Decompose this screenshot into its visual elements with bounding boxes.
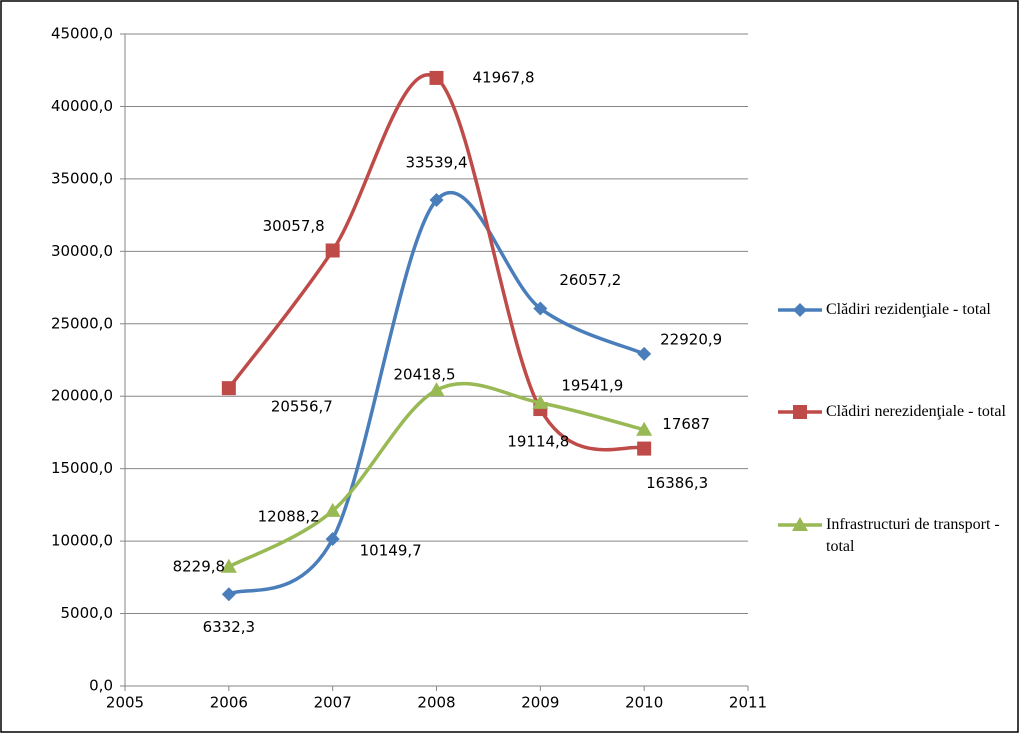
legend-label: Clădiri nerezidenţiale - total bbox=[826, 403, 1006, 420]
series-line bbox=[228, 190, 645, 596]
data-label: 41967,8 bbox=[472, 68, 534, 86]
data-label: 33539,4 bbox=[405, 154, 467, 172]
y-tick-label: 40000,0 bbox=[51, 97, 113, 115]
x-tick-label: 2009 bbox=[521, 694, 559, 712]
marker bbox=[429, 193, 444, 208]
marker bbox=[220, 558, 237, 573]
data-label: 19541,9 bbox=[561, 376, 623, 394]
marker bbox=[325, 531, 340, 546]
marker bbox=[325, 243, 340, 258]
y-tick-label: 30000,0 bbox=[51, 242, 113, 260]
y-tick-label: 20000,0 bbox=[51, 387, 113, 405]
data-label: 22920,9 bbox=[660, 330, 722, 348]
marker bbox=[221, 587, 236, 602]
y-tick-label: 25000,0 bbox=[51, 314, 113, 332]
data-label: 20556,7 bbox=[271, 398, 333, 416]
data-label: 10149,7 bbox=[360, 541, 422, 559]
x-tick-label: 2011 bbox=[729, 694, 767, 712]
data-label: 17687 bbox=[662, 415, 710, 433]
x-tick-label: 2007 bbox=[314, 694, 352, 712]
data-label: 19114,8 bbox=[507, 433, 569, 451]
x-tick-label: 2005 bbox=[106, 694, 144, 712]
data-label: 20418,5 bbox=[393, 366, 455, 384]
x-tick-label: 2008 bbox=[417, 694, 455, 712]
data-label: 6332,3 bbox=[203, 618, 256, 636]
marker bbox=[792, 517, 808, 531]
marker bbox=[793, 405, 807, 419]
marker bbox=[532, 394, 549, 409]
marker bbox=[637, 441, 652, 456]
legend-label: Infrastructuri de transport - total bbox=[826, 516, 1000, 555]
y-tick-label: 0,0 bbox=[89, 677, 113, 695]
marker bbox=[221, 381, 236, 396]
data-label: 8229,8 bbox=[173, 557, 226, 575]
data-label: 12088,2 bbox=[258, 507, 320, 525]
y-tick-label: 15000,0 bbox=[51, 459, 113, 477]
marker bbox=[429, 70, 444, 85]
marker bbox=[324, 502, 341, 517]
legend-label: Clădiri rezidenţiale - total bbox=[826, 301, 991, 318]
marker bbox=[428, 382, 445, 397]
data-label: 30057,8 bbox=[263, 217, 325, 235]
y-tick-label: 10000,0 bbox=[51, 532, 113, 550]
y-tick-label: 45000,0 bbox=[51, 25, 113, 43]
data-label: 26057,2 bbox=[559, 271, 621, 289]
marker bbox=[637, 346, 652, 361]
marker bbox=[793, 303, 807, 317]
data-label: 16386,3 bbox=[646, 474, 708, 492]
marker bbox=[533, 301, 548, 316]
y-tick-label: 35000,0 bbox=[51, 169, 113, 187]
y-tick-label: 5000,0 bbox=[61, 604, 114, 622]
marker bbox=[636, 421, 653, 436]
x-tick-label: 2006 bbox=[210, 694, 248, 712]
x-tick-label: 2010 bbox=[625, 694, 663, 712]
